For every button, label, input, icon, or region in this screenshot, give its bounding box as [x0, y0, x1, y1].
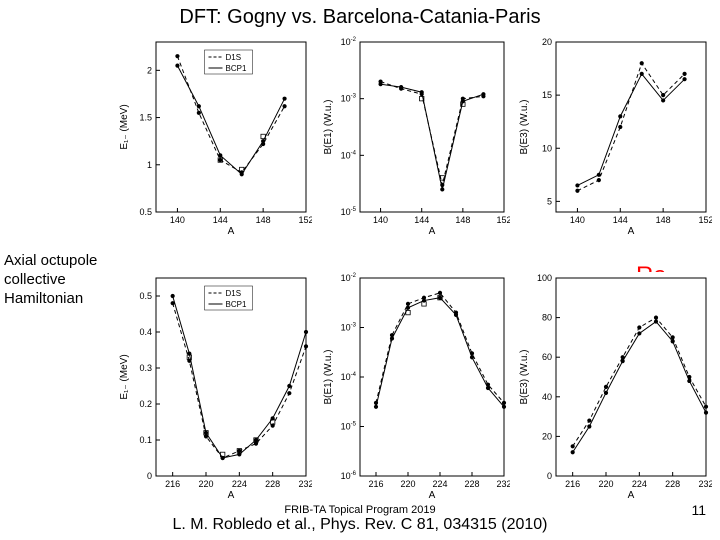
svg-text:0.3: 0.3	[139, 363, 152, 373]
svg-text:10-2: 10-2	[341, 273, 357, 283]
svg-text:224: 224	[432, 479, 447, 489]
svg-text:A: A	[228, 226, 235, 237]
svg-text:20: 20	[542, 37, 552, 47]
svg-text:0.4: 0.4	[139, 327, 152, 337]
svg-text:60: 60	[542, 352, 552, 362]
svg-text:B(E3) (W.u.): B(E3) (W.u.)	[519, 99, 530, 154]
svg-text:2: 2	[147, 65, 152, 75]
svg-text:10-3: 10-3	[341, 94, 357, 104]
svg-text:D1S: D1S	[226, 289, 242, 298]
slide-title: DFT: Gogny vs. Barcelona-Catania-Paris	[0, 6, 720, 29]
svg-text:228: 228	[665, 479, 680, 489]
svg-text:140: 140	[373, 215, 388, 225]
svg-text:10-5: 10-5	[341, 207, 357, 217]
panel-ra-be1: 216 220 224 228 232 10-6 10-5 10-4 10-3 10-2 A B(E1…	[320, 272, 510, 504]
svg-text:144: 144	[414, 215, 429, 225]
svg-text:140: 140	[570, 215, 585, 225]
svg-text:1: 1	[147, 160, 152, 170]
panel-ra-e1: 216 220 224 228 232 0 0.1 0.2 0.3 0.4 0.5 A E₁₋ (MeV…	[116, 272, 312, 504]
svg-text:5: 5	[547, 196, 552, 206]
svg-text:100: 100	[537, 273, 552, 283]
svg-text:144: 144	[213, 215, 228, 225]
svg-text:140: 140	[170, 215, 185, 225]
svg-text:232: 232	[496, 479, 510, 489]
svg-text:224: 224	[232, 479, 247, 489]
svg-text:148: 148	[455, 215, 470, 225]
svg-text:E₁₋ (MeV): E₁₋ (MeV)	[119, 354, 130, 399]
panel-ba-be1: 140 144 148 152 10-5 10-4 10-3 10-2 A B(E1) (W.u.…	[320, 36, 510, 240]
svg-text:228: 228	[265, 479, 280, 489]
svg-text:10-3: 10-3	[341, 323, 357, 333]
svg-text:E₁₋ (MeV): E₁₋ (MeV)	[119, 104, 130, 149]
svg-text:228: 228	[464, 479, 479, 489]
svg-text:D1S: D1S	[226, 53, 242, 62]
svg-text:148: 148	[656, 215, 671, 225]
svg-text:BCP1: BCP1	[226, 64, 247, 73]
svg-text:0.1: 0.1	[139, 435, 152, 445]
svg-text:216: 216	[165, 479, 180, 489]
svg-text:220: 220	[598, 479, 613, 489]
svg-text:A: A	[228, 490, 235, 501]
svg-text:10-4: 10-4	[341, 372, 357, 382]
svg-text:0.5: 0.5	[139, 291, 152, 301]
panel-ra-be3: 216 220 224 228 232 0 20 40 60 80 100 A B(E3) (W.u.)	[516, 272, 712, 504]
svg-text:10-6: 10-6	[341, 471, 357, 481]
svg-text:A: A	[628, 226, 635, 237]
svg-text:B(E1) (W.u.): B(E1) (W.u.)	[323, 349, 334, 404]
svg-text:152: 152	[698, 215, 712, 225]
svg-text:216: 216	[368, 479, 383, 489]
svg-text:148: 148	[256, 215, 271, 225]
svg-text:224: 224	[632, 479, 647, 489]
footer-citation: L. M. Robledo et al., Phys. Rev. C 81, 0…	[0, 516, 720, 534]
svg-text:15: 15	[542, 90, 552, 100]
svg-text:A: A	[429, 226, 436, 237]
page-number: 11	[691, 502, 706, 518]
panel-ba-be3: 140 144 148 152 5 10 15 20 A B(E3) (W.u.)	[516, 36, 712, 240]
svg-text:10-5: 10-5	[341, 422, 357, 432]
svg-text:0: 0	[147, 471, 152, 481]
svg-text:216: 216	[565, 479, 580, 489]
svg-text:A: A	[628, 490, 635, 501]
svg-text:10-2: 10-2	[341, 37, 357, 47]
svg-text:220: 220	[198, 479, 213, 489]
panel-ba-e1: 140 144 148 152 0.5 1 1.5 2 A E₁₋ (MeV) D1S BCP1	[116, 36, 312, 240]
svg-text:40: 40	[542, 392, 552, 402]
svg-text:152: 152	[298, 215, 312, 225]
svg-text:144: 144	[613, 215, 628, 225]
svg-text:BCP1: BCP1	[226, 300, 247, 309]
svg-text:80: 80	[542, 313, 552, 323]
svg-text:B(E1) (W.u.): B(E1) (W.u.)	[323, 99, 334, 154]
svg-text:0.2: 0.2	[139, 399, 152, 409]
svg-text:220: 220	[400, 479, 415, 489]
svg-text:0: 0	[547, 471, 552, 481]
footer-program: FRIB-TA Topical Program 2019	[0, 504, 720, 516]
svg-text:0.5: 0.5	[139, 207, 152, 217]
svg-text:152: 152	[496, 215, 510, 225]
svg-text:10-4: 10-4	[341, 150, 357, 160]
svg-text:20: 20	[542, 431, 552, 441]
svg-text:B(E3) (W.u.): B(E3) (W.u.)	[519, 349, 530, 404]
side-annotation: Axial octupolecollectiveHamiltonian	[4, 252, 97, 308]
svg-text:A: A	[429, 490, 436, 501]
svg-text:232: 232	[298, 479, 312, 489]
svg-text:1.5: 1.5	[139, 113, 152, 123]
svg-text:10: 10	[542, 143, 552, 153]
svg-text:232: 232	[698, 479, 712, 489]
footer: FRIB-TA Topical Program 2019 L. M. Roble…	[0, 504, 720, 534]
